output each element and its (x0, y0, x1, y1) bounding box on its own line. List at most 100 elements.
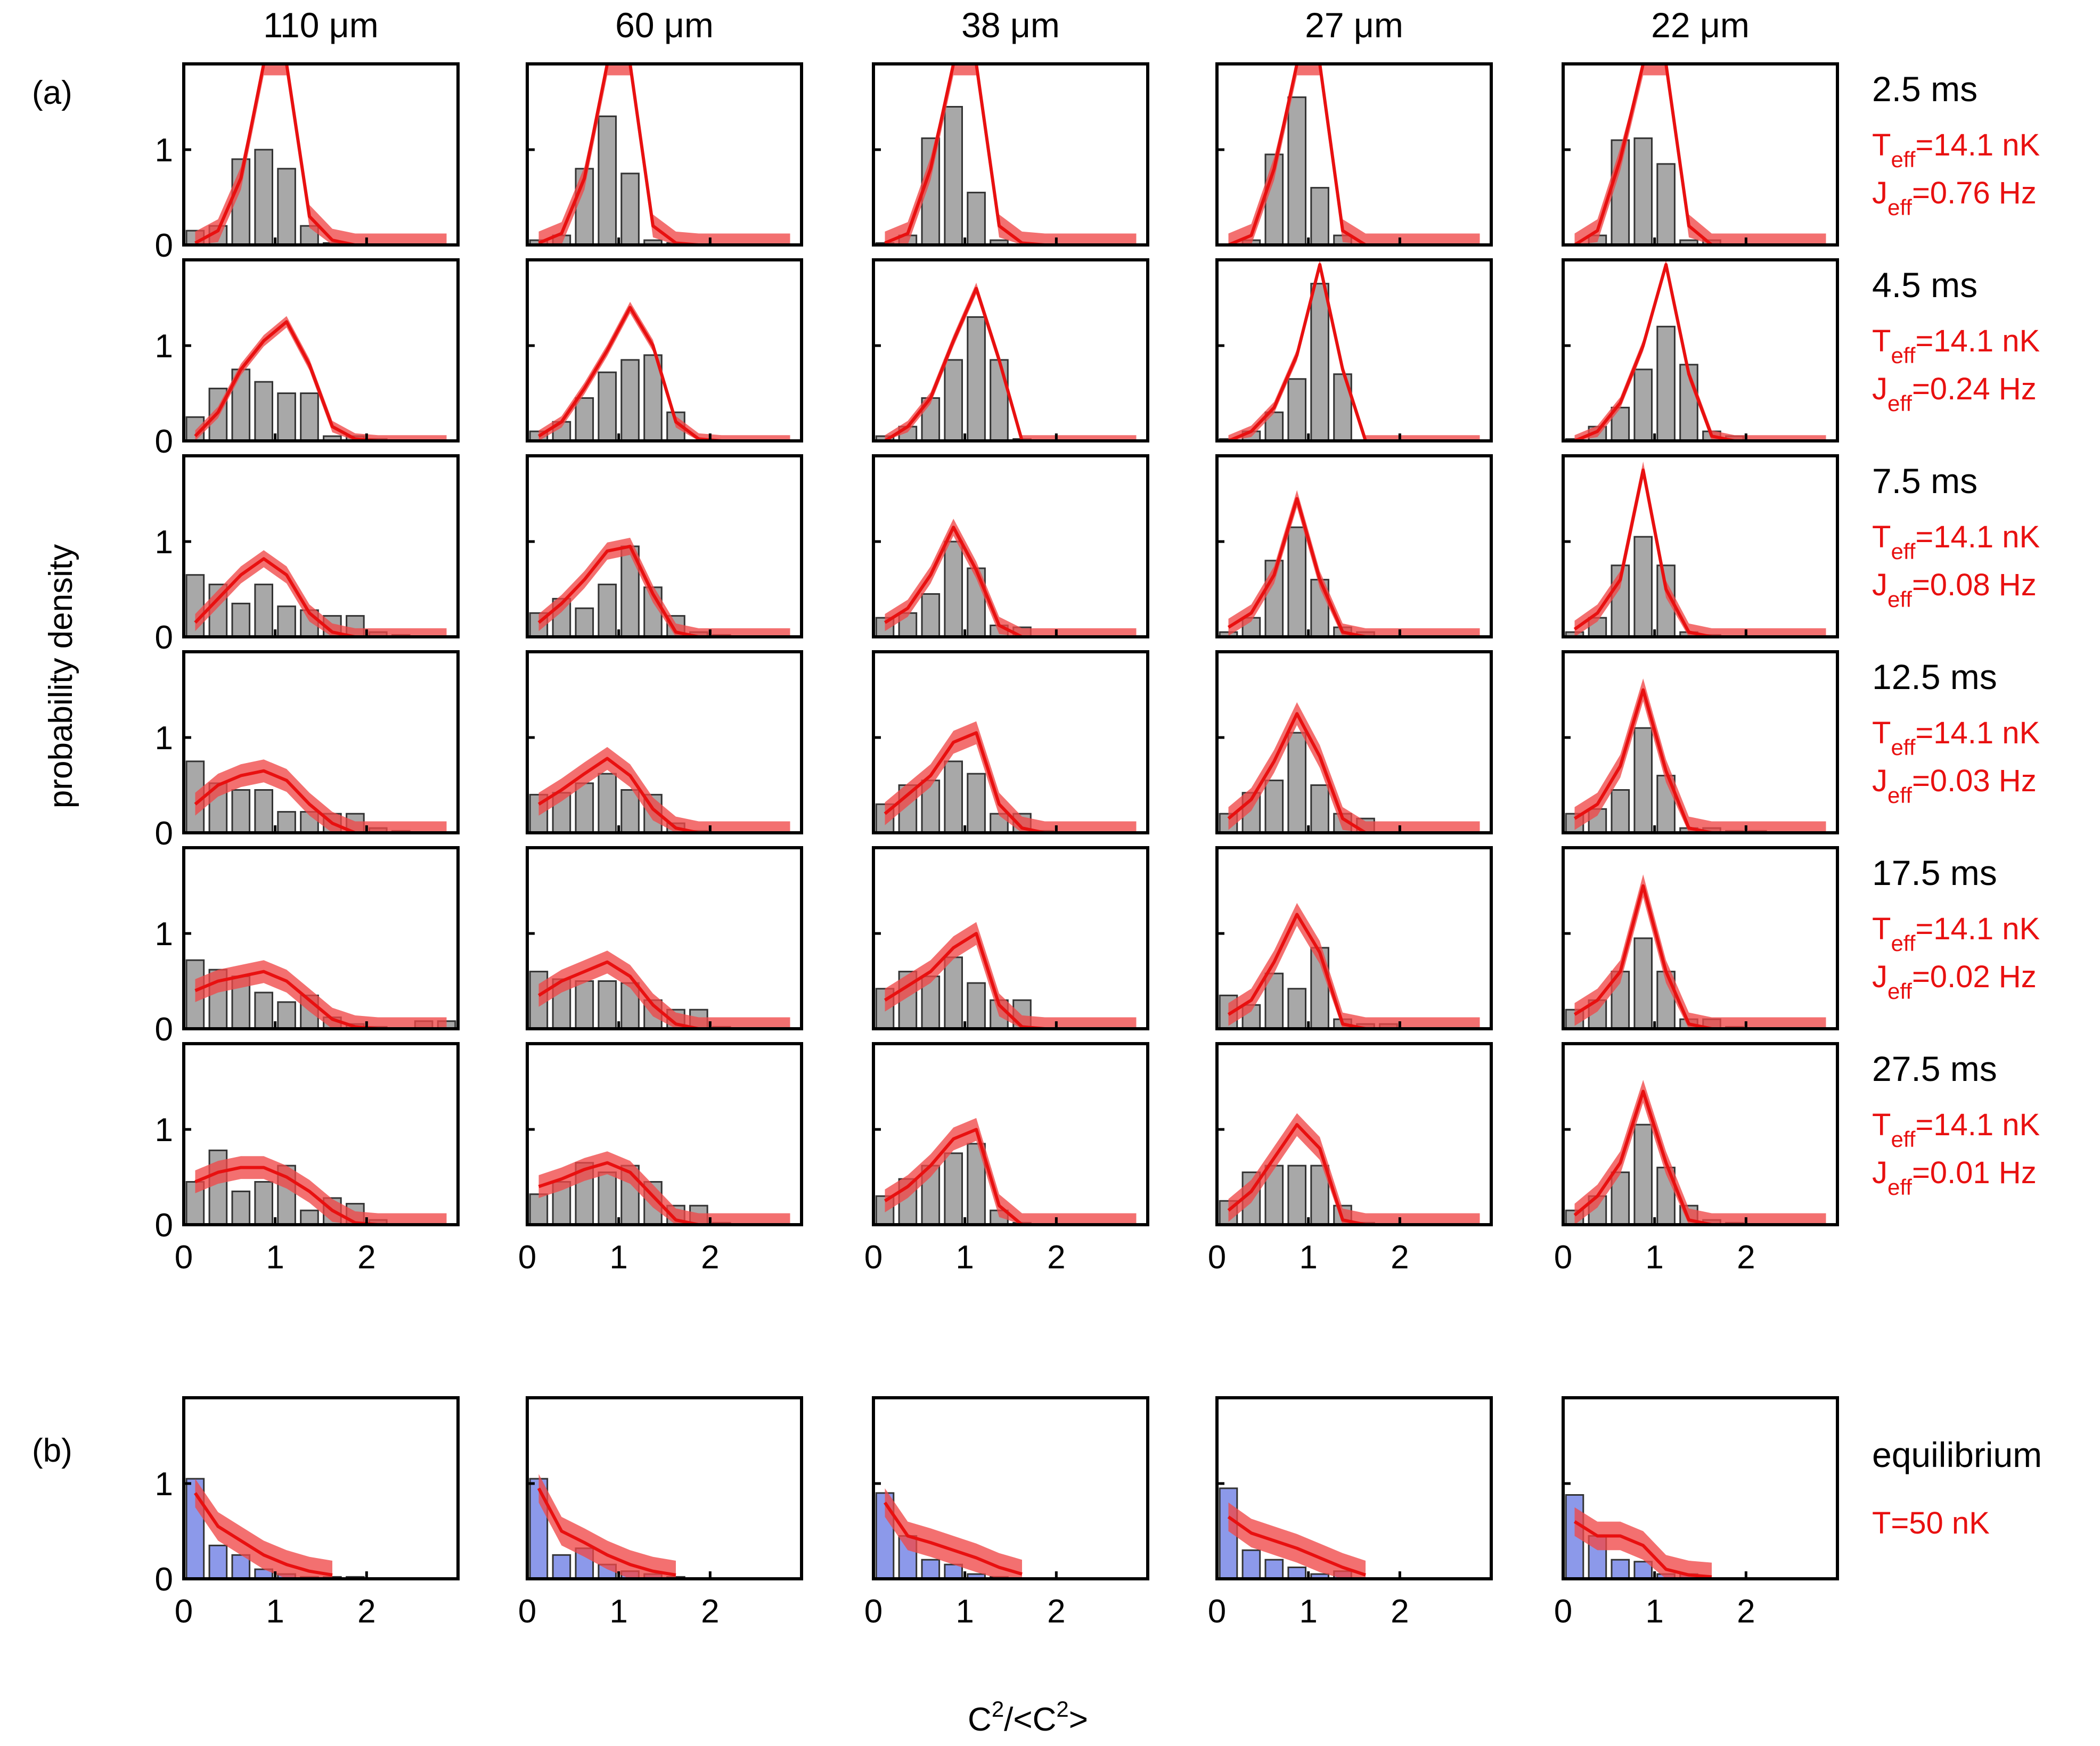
panel-frame (872, 1042, 1149, 1226)
panel-frame (182, 1396, 460, 1580)
histogram-panel: 01 (155, 454, 460, 656)
histogram-panel: 0 1 2 0 1 (155, 1042, 460, 1276)
x-tick-label: 0 (1554, 1239, 1572, 1276)
panel-frame (1215, 846, 1493, 1030)
theory-band (1228, 1502, 1366, 1579)
histogram-bar (620, 173, 640, 246)
histogram-bar (620, 789, 640, 834)
column-header: 110 μm (263, 5, 379, 45)
histogram-bar (598, 115, 617, 246)
histogram-bar (575, 782, 594, 834)
panel-frame (526, 1042, 803, 1226)
panel-frame (182, 650, 460, 834)
panel-frame (1215, 258, 1493, 442)
panel-frame (526, 454, 803, 638)
y-tick-label: 0 (155, 423, 173, 460)
histogram-bar (254, 789, 273, 834)
x-tick-label: 2 (1737, 1239, 1755, 1276)
histogram-bar (575, 397, 594, 442)
equilibrium-panel: 0 1 2 (1208, 1396, 1493, 1630)
histogram-panel (1562, 650, 1839, 834)
histogram-bar (231, 1554, 251, 1580)
panel-frame (1215, 1396, 1493, 1580)
x-tick-label: 0 (864, 1239, 883, 1276)
theory-band (1574, 678, 1826, 833)
x-tick-label: 2 (357, 1593, 375, 1630)
theory-band (885, 922, 1137, 1029)
panel-frame (872, 62, 1149, 247)
time-label: 27.5 ms (1872, 1049, 1997, 1088)
histogram-bar (1633, 137, 1653, 246)
panel-frame (872, 1396, 1149, 1580)
histogram-bar (1287, 96, 1306, 246)
x-tick-label: 1 (1299, 1593, 1317, 1630)
time-label: 12.5 ms (1872, 657, 1997, 696)
histogram-bar (1264, 780, 1284, 834)
theory-curve (1227, 1515, 1366, 1577)
y-tick-label: 1 (155, 916, 173, 953)
histogram-panel (1215, 258, 1493, 442)
histogram-bar (277, 605, 296, 638)
theory-curve (884, 1502, 1023, 1576)
histogram-bar (1287, 1165, 1306, 1226)
theory-curve (194, 1492, 333, 1577)
histogram-bar (598, 1171, 617, 1226)
histogram-bar (598, 584, 617, 638)
jeff-label: Jeff=0.24 Hz (1872, 372, 2037, 416)
x-axis-label: C2/<C2> (968, 1696, 1088, 1738)
x-tick-label: 0 (518, 1593, 536, 1630)
equilibrium-panel: 0 1 2 (1554, 1396, 1839, 1630)
histogram-bar (185, 574, 205, 638)
equilibrium-temperature-label: T=50 nK (1872, 1506, 1990, 1540)
histogram-bar (1287, 526, 1306, 638)
panel-frame (526, 650, 803, 834)
theory-band (538, 1474, 676, 1579)
histogram-bar (277, 1001, 296, 1030)
histogram-bar (1310, 784, 1329, 834)
equilibrium-label: equilibrium (1872, 1435, 2042, 1474)
histogram-bar (1656, 163, 1676, 246)
theory-curve (1574, 263, 1826, 442)
jeff-label: Jeff=0.03 Hz (1872, 764, 2037, 808)
column-header: 60 μm (615, 5, 714, 45)
y-tick-label: 1 (155, 132, 173, 169)
histogram-bar (1264, 411, 1284, 442)
x-tick-label: 0 (175, 1239, 193, 1276)
x-tick-label: 2 (1737, 1593, 1755, 1630)
histogram-bar (254, 1181, 273, 1226)
panel-frame (1562, 454, 1839, 638)
theory-band (538, 950, 790, 1029)
panel-frame (182, 258, 460, 442)
histogram-panel: 01 (155, 62, 460, 264)
x-tick-label: 1 (609, 1593, 627, 1630)
histogram-bar (1633, 727, 1653, 834)
histogram-bar (967, 192, 986, 246)
histogram-panel: 0 1 2 (1208, 1042, 1493, 1276)
histogram-bar (944, 1152, 963, 1226)
panel-b-label: (b) (32, 1432, 72, 1469)
histogram-panel (526, 650, 803, 834)
panel-frame (182, 1042, 460, 1226)
theory-band (538, 1151, 790, 1225)
x-tick-label: 0 (864, 1593, 883, 1630)
y-tick-label: 1 (155, 720, 173, 757)
histogram-bar (1287, 1567, 1306, 1580)
column-header: 27 μm (1305, 5, 1403, 45)
theory-band (1574, 1080, 1826, 1225)
histogram-bar (921, 1559, 941, 1580)
histogram-bar (967, 982, 986, 1030)
histogram-panel (526, 454, 803, 638)
histogram-bar (1633, 937, 1653, 1030)
teff-label: Teff=14.1 nK (1872, 324, 2040, 368)
histogram-bar (277, 392, 296, 442)
histogram-panel: 01 (155, 258, 460, 460)
x-tick-label: 0 (1208, 1239, 1226, 1276)
histogram-bar (254, 381, 273, 442)
theory-curve (1573, 1520, 1712, 1579)
histogram-bar (944, 359, 963, 442)
panel-frame (526, 258, 803, 442)
histogram-bar (231, 602, 251, 638)
theory-band (195, 1479, 332, 1579)
x-tick-label: 1 (955, 1593, 974, 1630)
